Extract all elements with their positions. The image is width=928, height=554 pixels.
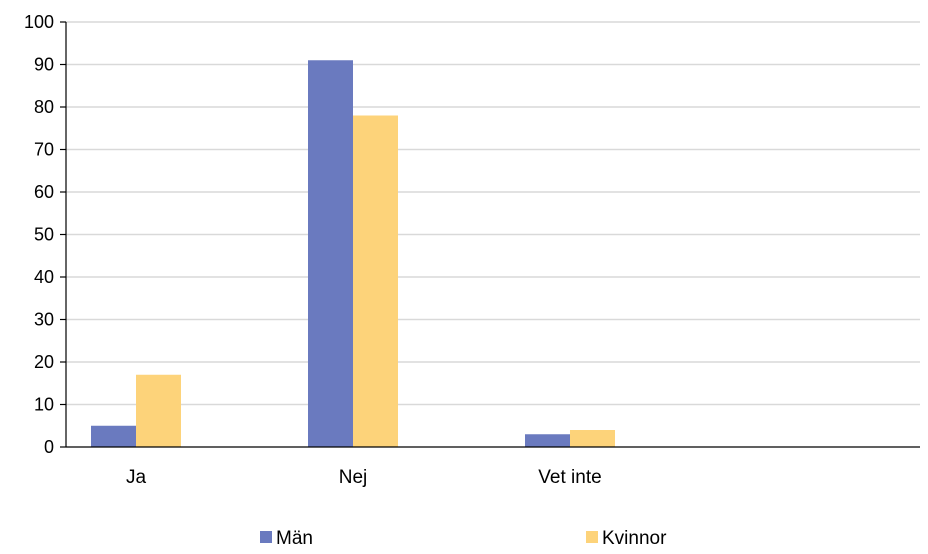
y-tick-label: 80: [34, 97, 54, 117]
x-category-label: Ja: [126, 467, 147, 488]
bar-kvinnor-ja: [136, 374, 181, 447]
gridlines: [66, 21, 920, 406]
y-tick-label: 40: [34, 267, 54, 287]
bar-kvinnor-vet-inte: [570, 430, 615, 447]
y-tick-label: 50: [34, 225, 54, 245]
bar-m-n-ja: [91, 425, 136, 447]
bar-m-n-vet-inte: [525, 434, 570, 447]
y-tick-label: 70: [34, 140, 54, 160]
x-category-label: Vet inte: [538, 467, 601, 488]
y-tick-labels: 0 10 20 30 40 50 60 70 80 90 100: [24, 12, 54, 457]
y-tick-label: 10: [34, 395, 54, 415]
legend-swatch: [260, 531, 272, 543]
y-tick-label: 100: [24, 12, 54, 32]
bar-kvinnor-nej: [353, 115, 398, 447]
axes: [60, 21, 920, 448]
x-category-label: Nej: [339, 467, 368, 488]
legend: Män Kvinnor: [260, 528, 667, 549]
x-category-labels: Ja Nej Vet inte: [126, 467, 602, 488]
y-tick-label: 60: [34, 182, 54, 202]
bar-m-n-nej: [308, 60, 353, 447]
legend-swatch: [586, 531, 598, 543]
y-tick-label: 20: [34, 352, 54, 372]
y-tick-label: 0: [44, 437, 54, 457]
legend-label: Kvinnor: [602, 528, 667, 549]
legend-label: Män: [276, 528, 313, 549]
y-tick-label: 90: [34, 55, 54, 75]
y-tick-label: 30: [34, 310, 54, 330]
bars: [91, 60, 615, 447]
